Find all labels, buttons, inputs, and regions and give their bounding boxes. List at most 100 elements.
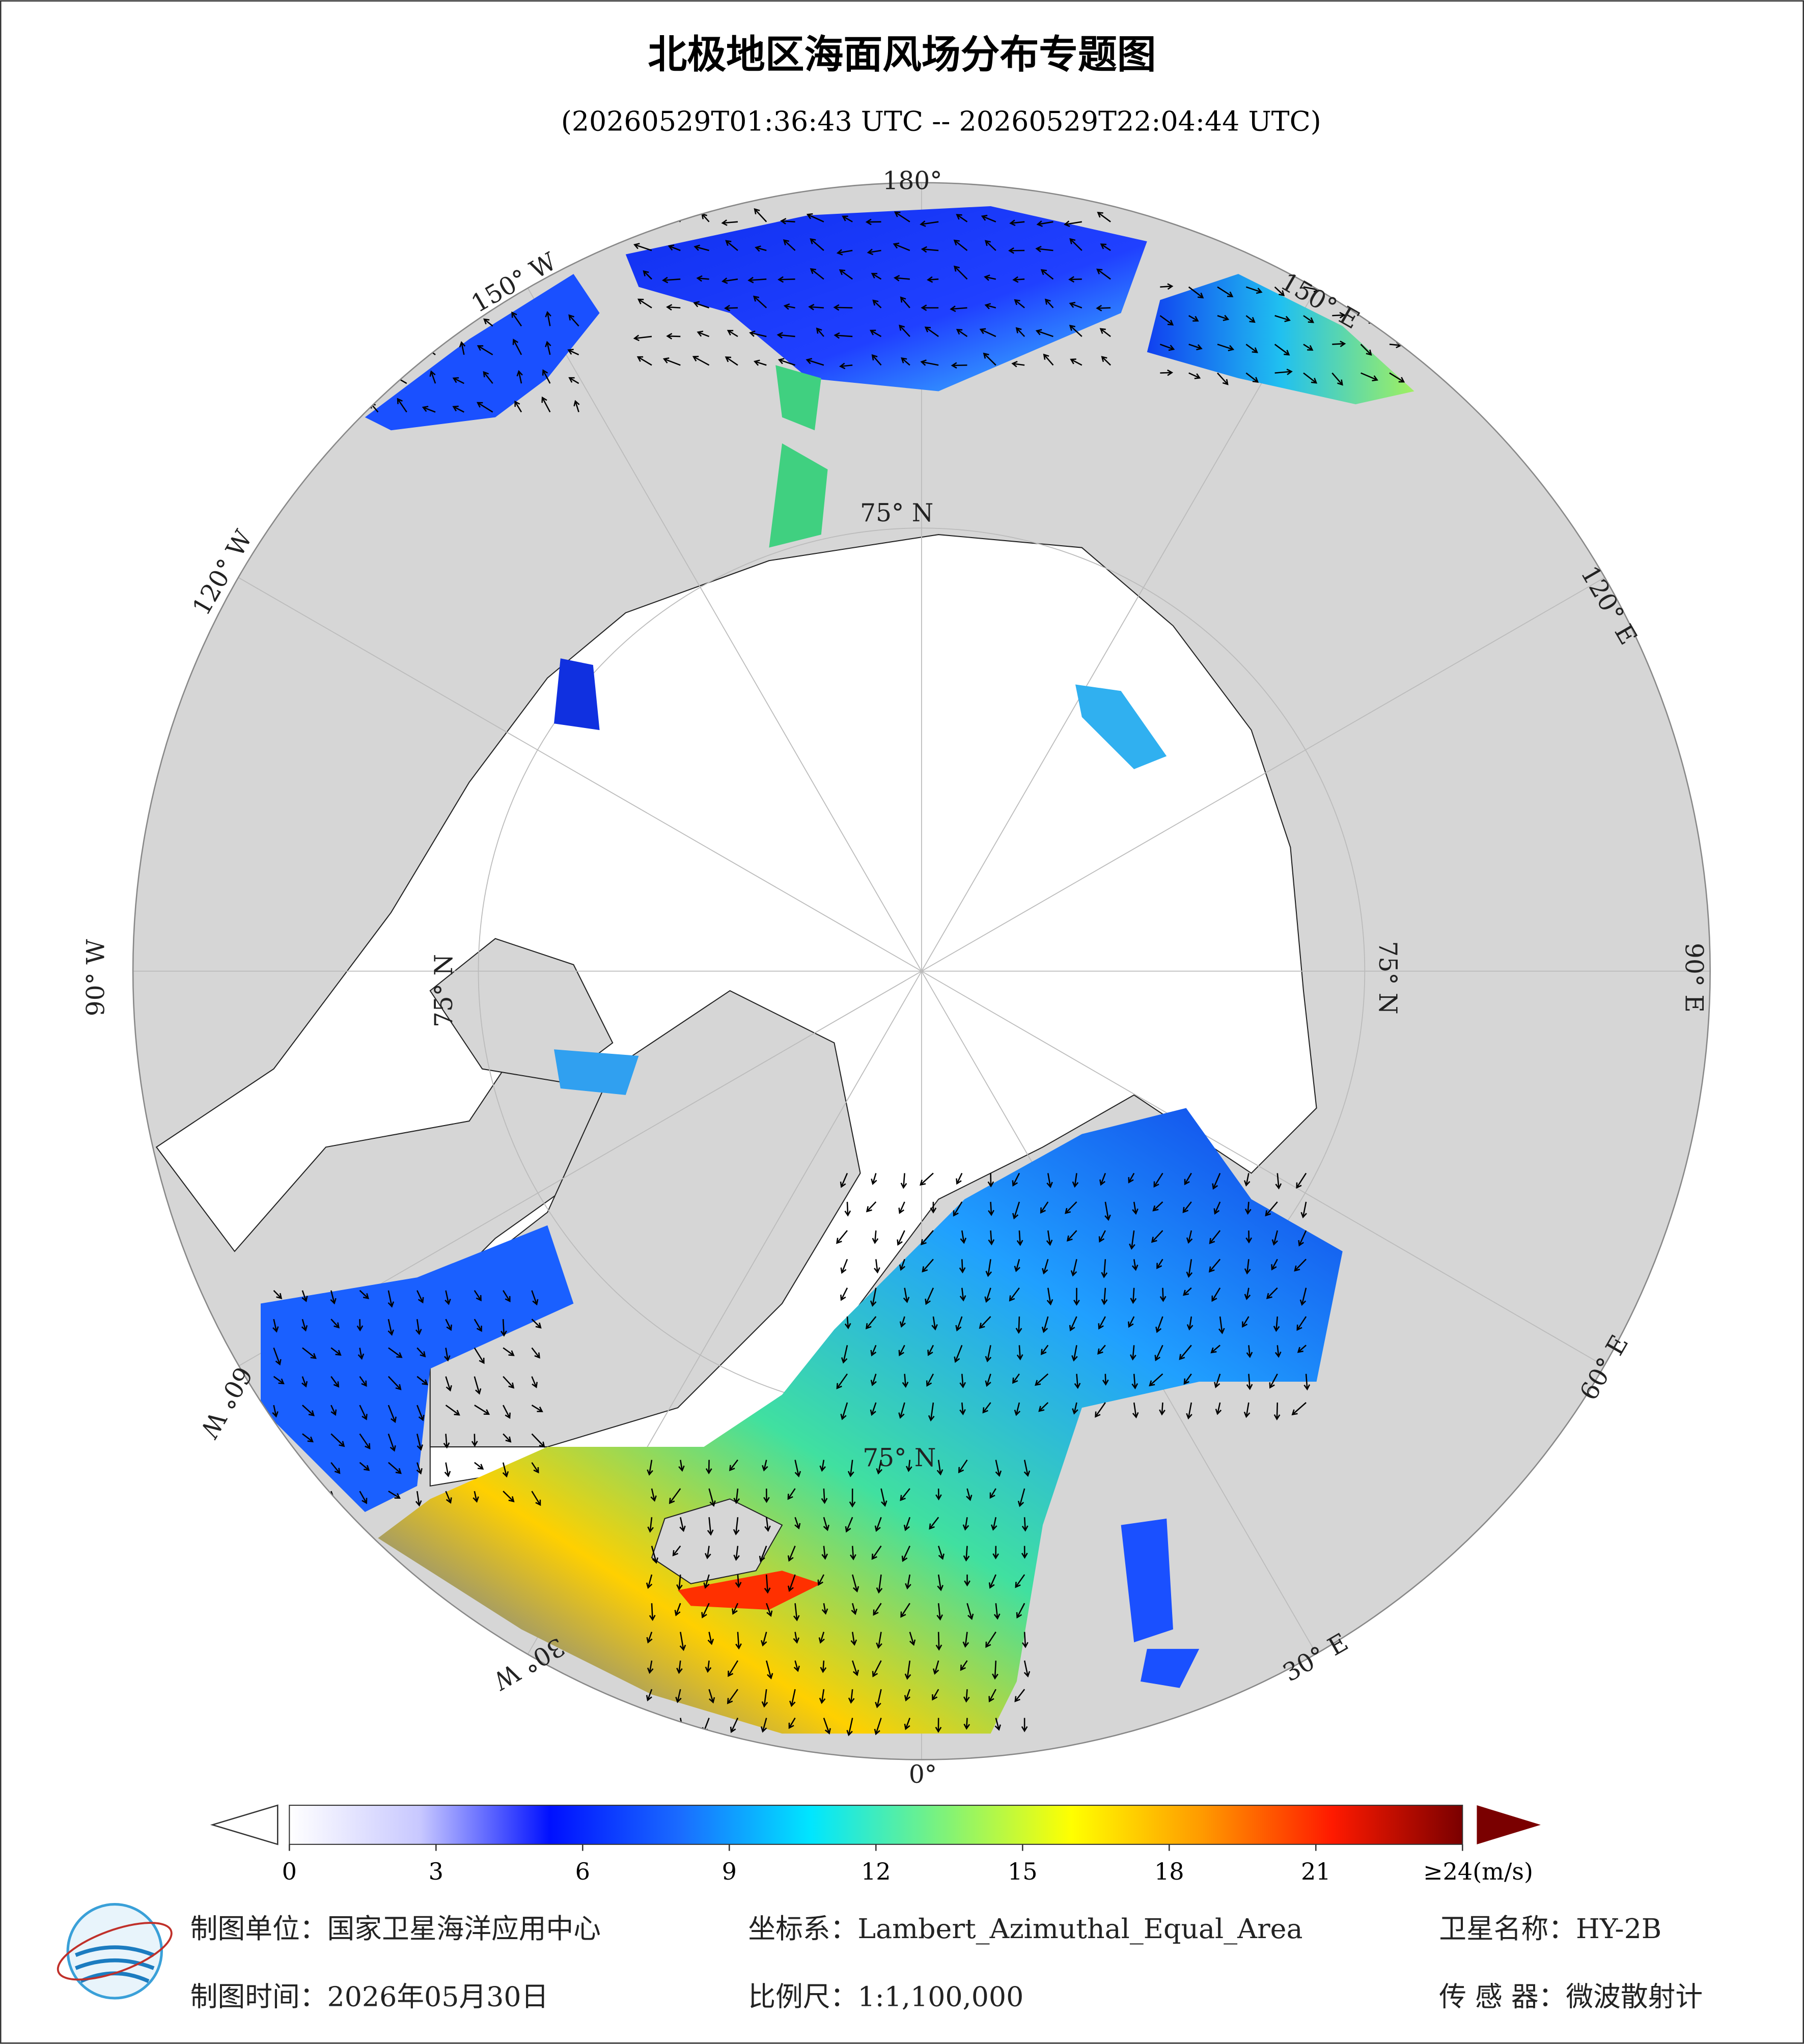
wind-arrow	[643, 270, 652, 280]
wind-arrow	[929, 1517, 939, 1530]
wind-arrow	[905, 1574, 911, 1590]
wind-arrow	[474, 1405, 490, 1415]
subtitle: (20260529T01:36:43 UTC -- 20260529T22:04…	[561, 105, 1321, 137]
wind-arrow	[1244, 1201, 1252, 1215]
graticule-label: 60° W	[194, 1362, 257, 1443]
wind-arrow	[754, 208, 767, 222]
wind-arrow	[1016, 1230, 1023, 1246]
wind-arrow	[1035, 329, 1053, 338]
wind-arrow	[727, 330, 738, 338]
wind-arrow	[876, 1574, 883, 1594]
wind-arrow	[646, 1574, 653, 1589]
wind-arrow	[820, 1660, 827, 1673]
wind-arrow	[871, 1545, 882, 1560]
colorbar-tick-label: 3	[429, 1858, 443, 1885]
wind-arrow	[445, 1290, 451, 1305]
wind-arrow	[1065, 1201, 1077, 1214]
wind-arrow	[647, 1517, 654, 1533]
wind-arrow	[273, 1491, 282, 1505]
wind-arrow	[848, 1689, 855, 1704]
colorbar-over	[1477, 1805, 1541, 1844]
wind-arrow	[842, 215, 853, 222]
wind-arrow	[1066, 1230, 1077, 1242]
wind-arrow	[272, 1405, 279, 1418]
wind-arrow	[531, 1319, 542, 1329]
wind-arrow	[816, 327, 824, 337]
wind-arrow	[1040, 1345, 1049, 1355]
wind-arrow	[637, 298, 652, 309]
wind-arrow	[651, 1546, 658, 1564]
wind-arrow	[1296, 1316, 1307, 1331]
wind-arrow	[844, 1201, 851, 1217]
wind-arrow	[1096, 304, 1111, 312]
wind-arrow	[1246, 1374, 1253, 1390]
wind-arrow	[388, 1490, 401, 1499]
wind-arrow	[473, 1491, 479, 1503]
wind-arrow	[1014, 1689, 1025, 1702]
wind-arrow	[646, 1632, 653, 1644]
wind-arrow	[900, 1173, 907, 1189]
wind-arrow	[991, 1517, 997, 1531]
wind-arrow	[956, 1172, 963, 1185]
wind-arrow	[836, 249, 853, 256]
wind-arrow	[444, 1462, 451, 1477]
wind-arrow	[514, 400, 522, 413]
wind-arrow	[1022, 1632, 1029, 1648]
wind-arrow	[662, 276, 681, 284]
wind-arrow	[388, 1347, 403, 1358]
wind-arrow	[1211, 1287, 1221, 1302]
wind-arrow	[850, 1632, 857, 1646]
footer-unit: 制图单位：国家卫星海洋应用中心	[190, 1913, 601, 1945]
wind-arrow	[936, 1603, 943, 1621]
wind-arrow	[987, 1173, 994, 1188]
wind-arrow	[794, 1517, 801, 1530]
wind-arrow	[963, 1718, 970, 1730]
wind-arrow	[909, 1632, 916, 1646]
wind-arrow	[1217, 344, 1235, 351]
wind-arrow	[1012, 276, 1025, 283]
wind-arrow	[1212, 1172, 1221, 1190]
wind-arrow	[930, 1201, 937, 1214]
wind-arrow	[542, 369, 551, 384]
colorbar-tick-label: 18	[1154, 1858, 1184, 1885]
wind-arrow	[1303, 344, 1314, 351]
wind-arrow	[1245, 372, 1259, 383]
wind-arrow	[793, 1660, 800, 1672]
wind-arrow	[693, 301, 710, 309]
wind-arrow	[1213, 1201, 1221, 1215]
wind-arrow	[632, 217, 652, 223]
wind-arrow	[821, 1488, 828, 1504]
wind-arrow	[1046, 1173, 1053, 1188]
wind-arrow	[1186, 1402, 1192, 1420]
wind-arrow	[1332, 282, 1349, 289]
wind-arrow	[1012, 1373, 1020, 1384]
wind-arrow	[845, 1517, 853, 1533]
wind-arrow	[749, 330, 767, 338]
wind-arrow	[359, 1405, 368, 1420]
wind-arrow	[901, 357, 910, 366]
wind-arrow	[840, 1287, 848, 1301]
wind-arrow	[954, 1345, 963, 1363]
wind-arrow	[1008, 247, 1025, 254]
wind-arrow	[981, 214, 996, 222]
graticule-label: 90° E	[1679, 943, 1708, 1013]
wind-arrow	[793, 1632, 800, 1644]
wind-arrow	[452, 405, 464, 413]
wind-arrow	[836, 1373, 848, 1390]
wind-arrow	[1273, 1402, 1281, 1421]
wind-arrow	[1274, 1345, 1282, 1358]
wind-arrow	[1016, 1603, 1025, 1619]
wind-arrow	[821, 1603, 828, 1615]
wind-arrow	[937, 1546, 945, 1560]
wind-arrow	[1217, 315, 1230, 321]
wind-arrow	[1303, 372, 1318, 384]
wind-field	[553, 658, 600, 731]
wind-arrow	[301, 1376, 308, 1388]
wind-arrow	[1129, 1230, 1135, 1250]
wind-arrow	[925, 1287, 934, 1305]
wind-arrow	[787, 1546, 796, 1562]
wind-arrow	[958, 1459, 968, 1474]
wind-arrow	[401, 313, 408, 326]
wind-arrow	[330, 1290, 337, 1305]
wind-arrow	[964, 1574, 970, 1587]
